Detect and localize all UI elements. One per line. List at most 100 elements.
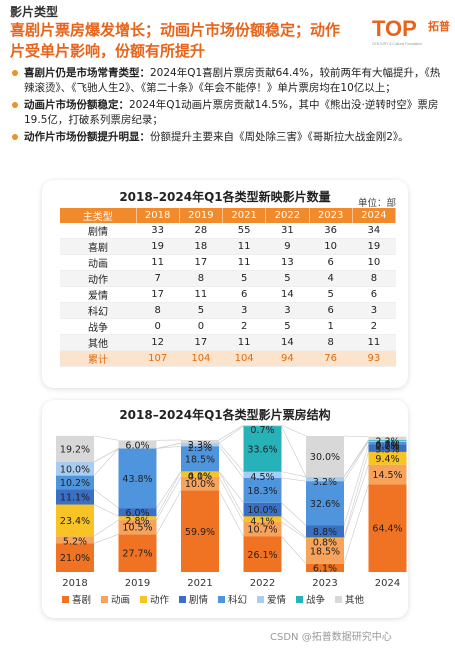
- data-label: 14.5%: [372, 470, 402, 481]
- data-label: 2.0%: [375, 442, 399, 453]
- table-cell: 0: [136, 318, 180, 335]
- connector-line: [343, 441, 369, 482]
- category-label: 2018: [62, 578, 87, 589]
- data-label: 10.0%: [185, 479, 215, 490]
- category-label: 2022: [250, 578, 275, 589]
- bar-segment: [118, 440, 157, 449]
- box-office-stacked-bar-chart: 21.0% 5.2% 23.4% 11.1% 10.2% 10.0% 19.2% 2018 27…: [56, 424, 407, 606]
- bar-segment: [181, 490, 219, 572]
- table-cell: 4: [309, 270, 353, 287]
- connector-line: [156, 490, 182, 535]
- bar-segment: [306, 563, 344, 572]
- category-label: 2019: [125, 578, 150, 589]
- table-cell: 18: [179, 238, 223, 255]
- table-title: 2018–2024年Q1各类型新映影片数量: [119, 190, 331, 204]
- data-label: 0.8%: [313, 537, 337, 548]
- connector-line: [281, 521, 307, 539]
- table-cell: 6: [309, 302, 353, 319]
- table-cell: 11: [136, 254, 180, 271]
- legend-swatch: [62, 596, 69, 603]
- table-cell: 76: [309, 350, 353, 367]
- data-label: 18.5%: [185, 454, 215, 465]
- legend-swatch: [296, 596, 303, 603]
- connector-line: [93, 534, 119, 544]
- data-label: 43.8%: [122, 474, 152, 485]
- data-label: 2.3%: [188, 443, 212, 454]
- bar-segment: [118, 516, 157, 521]
- table-row: 其他 12 17 11 14 8 11: [60, 334, 396, 351]
- legend-swatch: [101, 596, 108, 603]
- data-label: 2.3%: [188, 440, 212, 451]
- table-cell: 104: [179, 350, 223, 367]
- table-cell: 11: [222, 238, 266, 255]
- data-label: 33.6%: [247, 444, 277, 455]
- header-cell: 主类型: [60, 208, 137, 223]
- bar-segment: [368, 451, 407, 465]
- legend-swatch: [179, 596, 186, 603]
- category-label: 2024: [375, 578, 400, 589]
- bullet-text: 2024年Q1动画片票房贡献14.5%，其中《熊出没·逆转时空》票房19.5亿，…: [24, 99, 439, 126]
- bar-segment: [368, 484, 407, 572]
- connector-line: [343, 484, 369, 564]
- table-cell: 1: [309, 318, 353, 335]
- bullet-lead: 动画片市场份额稳定：: [24, 99, 129, 111]
- connector-line: [156, 476, 182, 521]
- table-cell: 8: [179, 270, 223, 287]
- data-label: 6.0%: [125, 440, 149, 451]
- data-label: 0.7%: [375, 440, 399, 451]
- connector-line: [218, 471, 244, 517]
- bullet-lead: 动作片市场份额提升明显：: [24, 131, 150, 143]
- data-label: 26.1%: [247, 550, 277, 561]
- table-cell: 13: [265, 254, 309, 271]
- data-label: 19.2%: [60, 444, 90, 455]
- connector-line: [93, 489, 119, 509]
- table-cell: 14: [265, 286, 309, 303]
- data-label: 9.4%: [375, 454, 399, 465]
- table-cell: 17: [179, 334, 223, 351]
- logo-cn: 拓普: [428, 19, 450, 33]
- bar-segment: [243, 536, 282, 572]
- film-count-card: 2018–2024年Q1各类型新映影片数量 单位：部 主类型 2018 2019…: [42, 180, 408, 388]
- table-cell: 动作: [60, 270, 136, 287]
- header-cell: 2021: [222, 208, 267, 223]
- table-cell: 5: [265, 270, 309, 287]
- connector-line: [218, 471, 244, 503]
- legend-label: 科幻: [228, 594, 247, 606]
- connector-line: [218, 425, 244, 444]
- section-label: 影片类型: [10, 5, 59, 19]
- bar-segment: [118, 520, 157, 535]
- header-cell: 2018: [136, 208, 180, 223]
- header-cell: 2022: [265, 208, 310, 223]
- table-cell: 28: [179, 223, 223, 239]
- table-cell: 94: [265, 350, 309, 367]
- table-row: 动作 7 8 5 5 4 8: [60, 270, 396, 287]
- table-cell: 11: [179, 286, 223, 303]
- table-cell: 爱情: [60, 286, 136, 303]
- table-cell: 8: [309, 334, 353, 351]
- connector-line: [343, 464, 369, 539]
- connector-line: [156, 471, 182, 517]
- logo-text: TOP: [372, 16, 417, 41]
- table-cell: 喜剧: [60, 238, 136, 255]
- connector-line: [93, 504, 119, 517]
- data-label: 0.7%: [375, 441, 399, 452]
- connector-line: [281, 425, 307, 477]
- bar-segment: [243, 425, 282, 427]
- bar-segment: [56, 489, 94, 505]
- bullet-text: 份额提升主要来自《周处除三害》《哥斯拉大战金刚2》。: [150, 131, 409, 143]
- legend-label: 剧情: [189, 594, 209, 606]
- bullet-dot-icon: [12, 102, 18, 108]
- bar-segment: [243, 502, 282, 517]
- table-cell: 17: [179, 254, 223, 271]
- table-cell: 3: [265, 302, 309, 319]
- legend-label: 动作: [150, 594, 170, 606]
- data-label: 18.5%: [310, 547, 340, 558]
- bullet-dot-icon: [12, 134, 18, 140]
- connector-line: [218, 476, 244, 523]
- bar-segment: [181, 443, 219, 447]
- table-row: 动画 11 17 11 13 6 10: [60, 254, 396, 271]
- bar-segment: [306, 537, 344, 539]
- table-cell: 31: [265, 223, 309, 239]
- bar-segment: [368, 464, 407, 485]
- data-label: 11.1%: [60, 492, 90, 503]
